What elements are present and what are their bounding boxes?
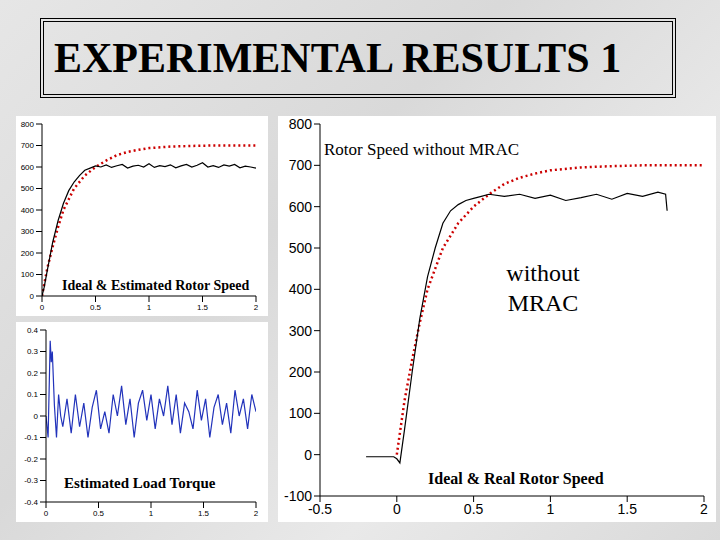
svg-text:0: 0 xyxy=(40,303,45,312)
svg-text:-0.2: -0.2 xyxy=(24,455,38,464)
svg-text:0.1: 0.1 xyxy=(27,390,39,399)
svg-text:0.2: 0.2 xyxy=(27,369,39,378)
html-text:Ideal & Estimated Rotor Speed: Ideal & Estimated Rotor Speed xyxy=(62,278,250,293)
svg-text:0.4: 0.4 xyxy=(27,326,39,335)
svg-text:1.5: 1.5 xyxy=(617,501,637,517)
svg-text:-0.4: -0.4 xyxy=(24,498,38,507)
html-text:Rotor Speed without MRAC: Rotor Speed without MRAC xyxy=(324,140,519,159)
svg-text:0.5: 0.5 xyxy=(464,501,484,517)
svg-text:0: 0 xyxy=(30,292,35,301)
svg-text:500: 500 xyxy=(21,184,35,193)
svg-text:-100: -100 xyxy=(284,488,312,504)
svg-text:400: 400 xyxy=(289,281,313,297)
svg-text:700: 700 xyxy=(289,157,313,173)
svg-text:800: 800 xyxy=(21,120,35,129)
svg-text:0.3: 0.3 xyxy=(27,347,39,356)
svg-text:1.5: 1.5 xyxy=(197,303,209,312)
svg-text:0: 0 xyxy=(44,509,49,518)
svg-text:100: 100 xyxy=(289,405,313,421)
svg-text:-0.1: -0.1 xyxy=(24,433,38,442)
svg-text:1.5: 1.5 xyxy=(198,509,210,518)
svg-text:0: 0 xyxy=(34,412,39,421)
svg-text:0: 0 xyxy=(393,501,401,517)
svg-text:200: 200 xyxy=(289,364,313,380)
svg-text:200: 200 xyxy=(21,249,35,258)
svg-text:100: 100 xyxy=(21,270,35,279)
svg-text:-0.3: -0.3 xyxy=(24,476,38,485)
svg-text:800: 800 xyxy=(289,116,313,132)
html-text:Ideal & Real Rotor Speed: Ideal & Real Rotor Speed xyxy=(428,470,604,487)
html-text:without MRAC: without MRAC xyxy=(506,260,580,316)
svg-text:600: 600 xyxy=(289,199,313,215)
svg-text:1: 1 xyxy=(149,509,154,518)
svg-text:2: 2 xyxy=(700,501,708,517)
svg-text:0.5: 0.5 xyxy=(90,303,102,312)
svg-text:400: 400 xyxy=(21,206,35,215)
html-text:Estimated Load Torque: Estimated Load Torque xyxy=(64,475,216,491)
svg-text:500: 500 xyxy=(289,240,313,256)
svg-text:700: 700 xyxy=(21,141,35,150)
svg-text:1: 1 xyxy=(147,303,152,312)
svg-text:2: 2 xyxy=(254,303,259,312)
svg-text:1: 1 xyxy=(547,501,555,517)
svg-text:300: 300 xyxy=(21,227,35,236)
html-text:EXPERIMENTAL RESULTS 1: EXPERIMENTAL RESULTS 1 xyxy=(54,35,622,81)
svg-text:300: 300 xyxy=(289,323,313,339)
svg-text:0.5: 0.5 xyxy=(93,509,105,518)
svg-text:-0.5: -0.5 xyxy=(307,500,333,517)
svg-text:600: 600 xyxy=(21,163,35,172)
svg-text:2: 2 xyxy=(254,509,259,518)
svg-text:0: 0 xyxy=(304,447,312,463)
